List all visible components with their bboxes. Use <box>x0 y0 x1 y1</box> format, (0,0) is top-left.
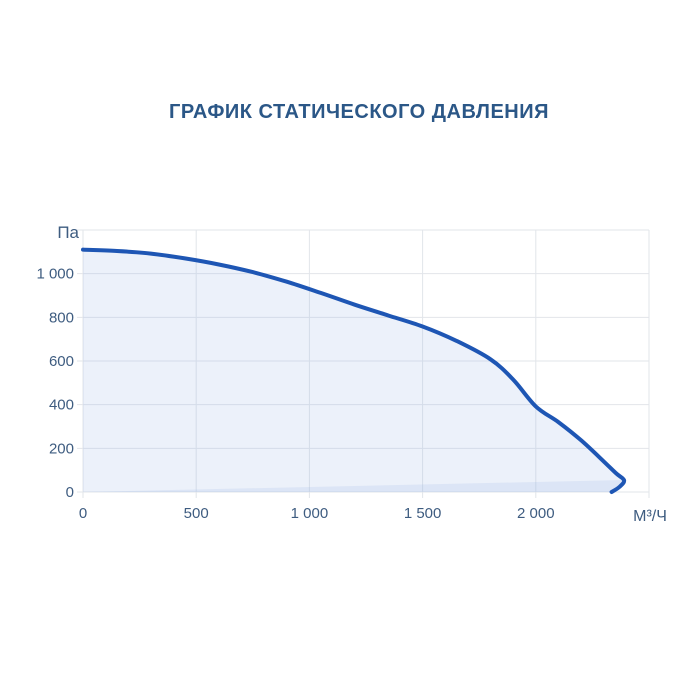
y-tick-label: 200 <box>49 440 74 457</box>
pressure-curve <box>81 247 627 494</box>
y-tick-label: 400 <box>49 397 74 414</box>
pressure-area-fill <box>83 249 625 492</box>
x-tick-label: 500 <box>184 505 209 522</box>
x-tick-label: 1 500 <box>404 505 442 522</box>
working-area-fill <box>83 480 625 492</box>
x-tick-label: 0 <box>79 505 87 522</box>
y-tick-label: 0 <box>66 484 74 501</box>
y-tick-label: 1 000 <box>36 266 74 283</box>
y-axis-unit-label: Па <box>57 223 79 242</box>
x-tick-label: 2 000 <box>517 505 555 522</box>
y-tick-label: 800 <box>49 309 74 326</box>
x-axis-unit-label: М³/Ч <box>633 508 667 525</box>
x-tick-label: 1 000 <box>291 505 329 522</box>
chart-title: ГРАФИК СТАТИЧЕСКОГО ДАВЛЕНИЯ <box>168 101 549 123</box>
y-tick-label: 600 <box>49 353 74 370</box>
